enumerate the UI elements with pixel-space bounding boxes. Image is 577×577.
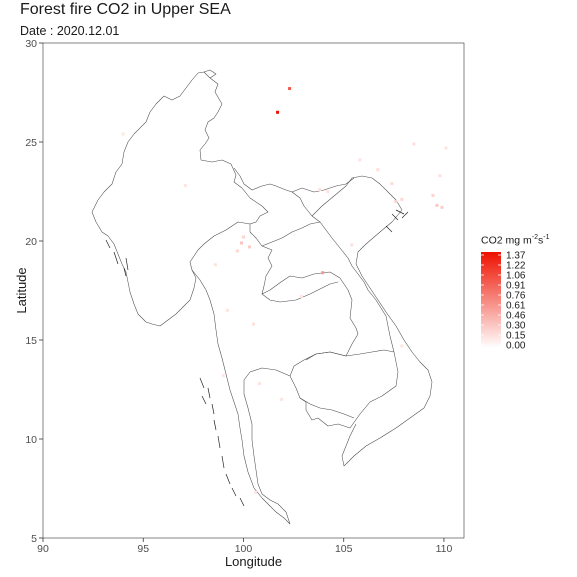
fire-point — [358, 158, 362, 162]
y-tick-label: 25 — [25, 137, 37, 149]
fire-point — [235, 249, 239, 253]
plot-panel — [42, 42, 465, 539]
y-tick-label: 10 — [25, 434, 37, 446]
fire-point — [318, 188, 322, 192]
legend-colorbar — [481, 252, 501, 348]
map-islands — [105, 239, 245, 507]
legend-label: 1.06 — [506, 271, 526, 282]
map-border-myanmar-north — [203, 69, 217, 79]
legend-label: 0.61 — [506, 301, 526, 312]
fire-point — [252, 322, 255, 326]
fire-point — [258, 382, 262, 386]
map-vietnam-islands — [385, 209, 409, 233]
legend-label: 0.46 — [506, 311, 526, 322]
y-tick-label: 30 — [25, 38, 37, 50]
legend-label: 0.00 — [506, 341, 526, 352]
fire-point — [438, 174, 442, 178]
axes: 90 95 100 105 110 5 10 15 20 25 30 Longitude Latitud… — [14, 38, 452, 569]
map-border-thai-myanmar — [191, 269, 291, 525]
x-tick-label: 110 — [436, 543, 453, 555]
fire-point — [183, 184, 187, 188]
map-border-china-vietnam — [291, 177, 355, 193]
legend: 1.371.221.060.910.760.610.460.300.150.00 — [481, 251, 526, 352]
fire-point — [440, 205, 444, 209]
fire-point — [276, 110, 280, 114]
map-border-laos-vietnam — [311, 175, 403, 217]
fire-point — [225, 308, 229, 312]
fire-point — [239, 241, 243, 245]
map-border-gulf — [243, 367, 291, 525]
fire-points — [121, 87, 448, 494]
map-borders — [91, 69, 433, 525]
fire-point — [400, 344, 404, 348]
legend-label: 1.37 — [506, 251, 526, 262]
y-tick-label: 20 — [25, 236, 37, 248]
chart-subtitle: Date : 2020.12.01 — [20, 24, 120, 38]
fire-point — [221, 374, 225, 378]
legend-label: 0.15 — [506, 331, 526, 342]
x-axis-label: Longitude — [225, 554, 282, 569]
y-axis-label: Latitude — [14, 267, 29, 313]
map-border-outline — [197, 71, 399, 429]
y-tick-label: 5 — [31, 533, 37, 545]
y-tick-label: 15 — [25, 335, 37, 347]
fire-point — [431, 193, 435, 197]
fire-point — [412, 142, 416, 146]
fire-point — [435, 203, 439, 207]
x-tick-label: 100 — [235, 543, 253, 555]
legend-label: 1.22 — [506, 261, 526, 272]
legend-label: 0.91 — [506, 281, 526, 292]
fire-point — [241, 235, 245, 239]
fire-point — [300, 294, 304, 298]
fire-point — [254, 490, 258, 494]
fire-point — [280, 397, 284, 401]
map-border-vietnam-coast — [341, 209, 433, 467]
map-border-cambodia — [305, 349, 395, 361]
x-tick-label: 90 — [37, 543, 49, 555]
fire-point — [390, 182, 394, 186]
fire-point — [121, 132, 125, 136]
fire-point — [444, 146, 448, 150]
fire-point — [326, 190, 330, 193]
legend-label: 0.30 — [506, 321, 526, 332]
fire-point — [400, 197, 404, 201]
fire-point — [321, 271, 325, 275]
x-tick-label: 95 — [137, 543, 149, 555]
fire-point — [376, 168, 380, 172]
fire-point — [350, 243, 354, 247]
fire-point — [394, 199, 398, 203]
map-cambodia-coast — [299, 397, 355, 419]
x-tick-label: 105 — [335, 543, 353, 555]
chart-title: Forest fire CO2 in Upper SEA — [20, 1, 231, 18]
legend-title: CO2 mg m-2s-1 — [481, 234, 550, 247]
map-border-myanmar-west — [91, 72, 251, 327]
fire-point — [213, 263, 217, 267]
fire-point — [288, 87, 292, 91]
fire-point — [247, 245, 251, 249]
legend-label: 0.76 — [506, 291, 526, 302]
map-border-thai-laos — [261, 221, 321, 247]
